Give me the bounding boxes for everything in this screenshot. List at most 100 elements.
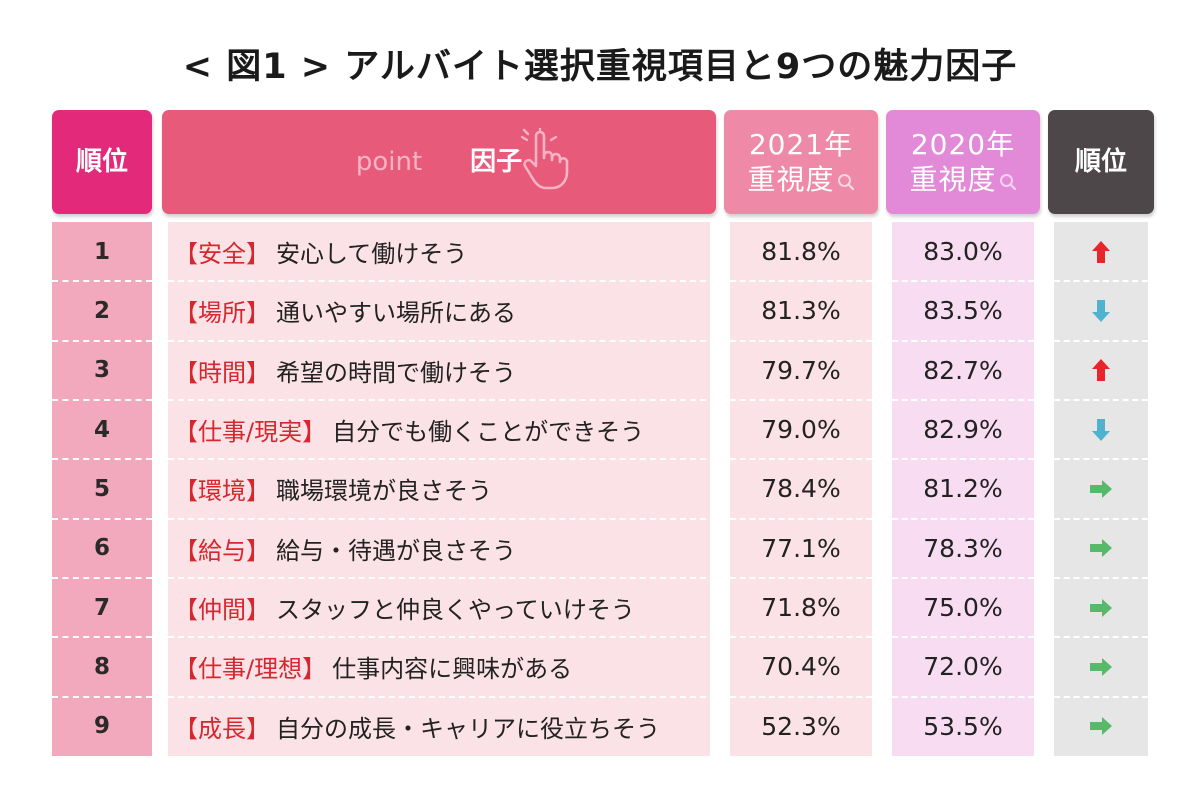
rank-change-cell [1054,459,1148,518]
rank-change-cell [1054,341,1148,400]
value-2021-cell: 79.0% [761,415,841,445]
rank-cell: 1 [93,238,110,265]
value-2020-cell: 78.3% [923,533,1003,563]
year-2021-column: 2021年 重視度 [724,110,878,756]
row-divider [730,398,872,401]
factor-tag: 【給与】 [174,536,270,565]
factor-cell: 【場所】 通いやすい場所にある [174,281,704,340]
table-body: 1 【安全】 安心して働けそう 81.8% 83.0% 2 【場所】 通いやすい場所にある 81… [52,222,1154,756]
factor-text: スタッフと仲良くやっていけそう [276,596,635,625]
value-2020-cell: 72.0% [923,652,1003,682]
rank-cell: 6 [93,535,110,562]
rank-change-header: 順位 [1048,110,1154,214]
row-divider [168,398,716,401]
value-2020-cell: 83.5% [923,296,1003,326]
row-divider [168,280,716,283]
factor-text: 通いやすい場所にある [276,299,516,328]
rank-change-cell [1054,222,1148,281]
row-divider [168,695,716,698]
row-divider [52,517,152,520]
magnifier-icon [837,174,854,191]
factor-tag: 【仕事/理想】 [174,655,327,684]
row-divider [52,280,152,283]
rank-cell: 8 [93,653,110,680]
arrow-right-icon [1090,479,1112,498]
row-divider [892,339,1034,342]
rank-cell: 2 [93,297,110,324]
row-divider [892,636,1034,639]
row-divider [1054,339,1148,342]
row-divider [52,398,152,401]
row-divider [168,636,716,639]
factor-cell: 【仲間】 スタッフと仲良くやっていけそう [174,578,704,637]
factor-text: 自分でも働くことができそう [332,418,645,447]
row-divider [730,339,872,342]
rank-cell: 5 [93,475,110,502]
arrow-right-icon [1090,598,1112,617]
factor-tag: 【仲間】 [174,596,270,625]
value-2020-cell: 83.0% [923,237,1003,267]
row-divider [52,458,152,461]
factor-column: point 因子 [162,110,716,756]
table-row: 4 【仕事/現実】 自分でも働くことができそう 79.0% 82.9% [52,400,1154,461]
factor-cell: 【仕事/現実】 自分でも働くことができそう [174,400,704,459]
value-2020-cell: 82.9% [923,415,1003,445]
rank-cell: 9 [93,713,110,740]
value-2020-cell: 75.0% [923,593,1003,623]
ranking-table: 順位 point 因子 [52,110,1154,756]
arrow-right-icon [1090,717,1112,736]
row-divider [892,398,1034,401]
factor-tag: 【安全】 [174,240,270,269]
table-row: 9 【成長】 自分の成長・キャリアに役立ちそう 52.3% 53.5% [52,697,1154,756]
row-divider [168,576,716,579]
year-2020-column: 2020年 重視度 [886,110,1040,756]
factor-cell: 【安全】 安心して働けそう [174,222,704,281]
row-divider [892,280,1034,283]
factor-tag: 【場所】 [174,299,270,328]
row-divider [1054,458,1148,461]
value-2021-cell: 70.4% [761,652,841,682]
row-divider [168,517,716,520]
rank-header: 順位 [52,110,152,214]
rank-cell: 4 [93,416,110,443]
row-divider [730,695,872,698]
table-row: 1 【安全】 安心して働けそう 81.8% 83.0% [52,222,1154,283]
rank-cell: 3 [93,357,110,384]
year-2021-header: 2021年 重視度 [724,110,878,214]
row-divider [892,517,1034,520]
row-divider [730,636,872,639]
factor-cell: 【成長】 自分の成長・キャリアに役立ちそう [174,697,704,756]
arrow-down-icon [1092,418,1110,441]
table-row: 3 【時間】 希望の時間で働けそう 79.7% 82.7% [52,341,1154,401]
row-divider [52,695,152,698]
rank-change-cell [1054,519,1148,578]
value-2021-cell: 77.1% [761,533,841,563]
table-row: 6 【給与】 給与・待遇が良さそう 77.1% 78.3% [52,519,1154,579]
row-divider [730,280,872,283]
row-divider [1054,695,1148,698]
factor-cell: 【環境】 職場環境が良さそう [174,459,704,518]
rank-change-cell [1054,281,1148,340]
factor-text: 給与・待遇が良さそう [276,536,516,565]
rank-column: 順位 [52,110,152,756]
row-divider [1054,280,1148,283]
value-2021-cell: 79.7% [761,355,841,385]
table-row: 5 【環境】 職場環境が良さそう 78.4% 81.2% [52,459,1154,520]
row-divider [52,576,152,579]
row-divider [168,339,716,342]
rank-change-cell [1054,400,1148,459]
factor-tag: 【仕事/現実】 [174,418,327,447]
table-row: 8 【仕事/理想】 仕事内容に興味がある 70.4% 72.0% [52,637,1154,698]
arrow-down-icon [1092,299,1110,322]
value-2021-cell: 81.3% [761,296,841,326]
pointing-hand-icon [520,128,569,190]
arrow-up-icon [1092,240,1110,263]
rank-change-cell [1054,637,1148,696]
row-divider [168,458,716,461]
chart-title: < 図1 > アルバイト選択重視項目と9つの魅力因子 [182,47,1018,87]
factor-tag: 【環境】 [174,477,270,506]
factor-cell: 【時間】 希望の時間で働けそう [174,341,704,400]
rank-change-cell [1054,697,1148,756]
value-2020-cell: 53.5% [923,711,1003,741]
row-divider [1054,576,1148,579]
